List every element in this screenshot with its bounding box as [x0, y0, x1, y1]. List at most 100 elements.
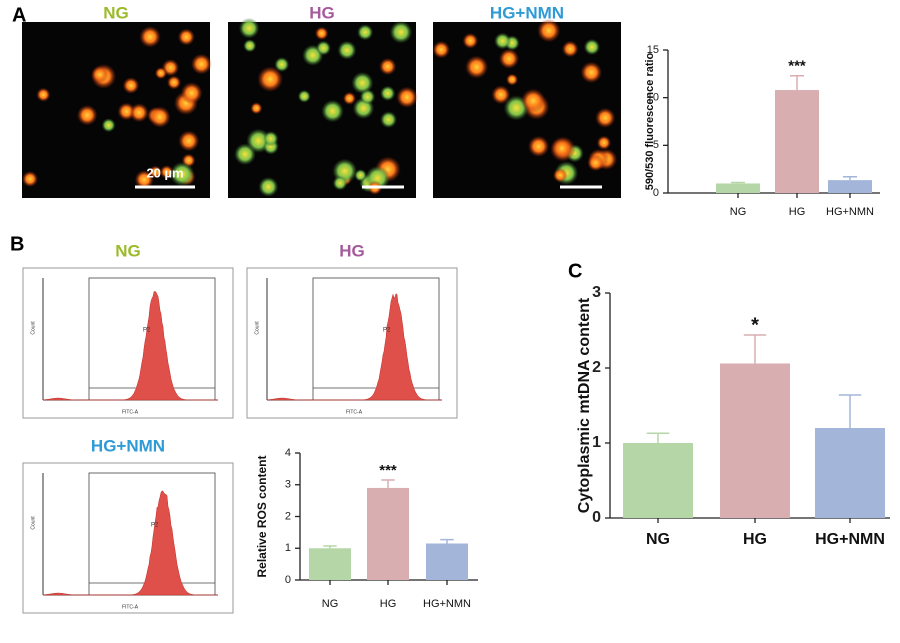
- cell: [580, 61, 603, 84]
- cell: [596, 135, 612, 150]
- x-tick-label: NG: [730, 206, 747, 218]
- y-axis-label: Relative ROS content: [255, 455, 269, 577]
- flow-histogram: [42, 490, 218, 596]
- y-tick-label: 3: [592, 284, 601, 301]
- cell: [139, 26, 161, 48]
- cell: [506, 73, 519, 86]
- cell: [297, 89, 311, 103]
- cell: [561, 40, 579, 58]
- y-tick-label: 1: [592, 434, 601, 451]
- flow-gate-label: P2: [143, 328, 151, 334]
- x-tick-label: HG+NMN: [423, 598, 471, 610]
- cell: [36, 87, 51, 102]
- cell: [321, 99, 344, 123]
- error-bar: [323, 545, 337, 549]
- bar: [815, 428, 885, 518]
- x-tick-label: HG: [789, 206, 806, 218]
- cell: [129, 103, 149, 123]
- y-axis-label: Cytoplasmic mtDNA content: [576, 297, 593, 513]
- significance: *: [751, 314, 759, 336]
- cell: [257, 66, 284, 93]
- error-bar: [730, 181, 746, 184]
- y-tick-label: 1: [285, 542, 291, 554]
- bar: [720, 363, 790, 518]
- flow-title: HG: [339, 241, 365, 260]
- error-bar: [789, 74, 805, 91]
- bar: [716, 183, 760, 193]
- cell: [465, 55, 489, 79]
- error-bar: [743, 334, 767, 364]
- x-tick-label: HG: [380, 598, 397, 610]
- flow-title: NG: [115, 241, 141, 260]
- y-tick-label: 15: [647, 44, 659, 56]
- cell: [177, 28, 195, 46]
- cell: [101, 118, 116, 133]
- bar: [623, 443, 693, 518]
- error-bar: [842, 176, 858, 181]
- cell: [337, 40, 357, 60]
- cell: [357, 24, 374, 41]
- flow-y-label: Count: [30, 321, 36, 335]
- cell: [149, 106, 171, 128]
- flow-x-label: FITC-A: [122, 604, 139, 610]
- flow-title: HG+NMN: [91, 436, 165, 455]
- flow-histogram: [266, 293, 442, 401]
- cell: [274, 57, 290, 72]
- cell: [521, 88, 546, 113]
- x-tick-label: HG+NMN: [815, 531, 885, 548]
- cell: [351, 71, 374, 95]
- y-tick-label: 2: [285, 510, 291, 522]
- cell: [180, 82, 203, 105]
- cell: [342, 91, 356, 105]
- cell: [154, 67, 167, 80]
- cell: [258, 176, 279, 197]
- cell: [91, 65, 109, 84]
- bar: [775, 90, 819, 193]
- y-tick-label: 0: [592, 509, 601, 526]
- panel-label: C: [568, 260, 582, 282]
- flow-frame: [22, 267, 234, 419]
- flow-histogram: [42, 291, 218, 401]
- y-tick-label: 3: [285, 479, 291, 491]
- flow-gate-label: P2: [151, 523, 159, 529]
- cell: [380, 111, 398, 129]
- cell: [380, 85, 396, 101]
- cell: [552, 168, 568, 183]
- error-bar: [440, 538, 454, 544]
- y-tick-label: 10: [647, 92, 659, 104]
- cell: [250, 102, 263, 115]
- cell: [595, 107, 616, 128]
- flow-x-label: FITC-A: [346, 409, 363, 415]
- cell: [190, 53, 212, 75]
- cell: [21, 170, 39, 188]
- cell: [166, 75, 182, 90]
- flow-gate-label: P2: [383, 328, 391, 334]
- y-tick-label: 2: [592, 359, 601, 376]
- cell: [462, 32, 479, 49]
- cell: [537, 18, 561, 43]
- error-bar: [381, 479, 395, 488]
- image-label: NG: [103, 3, 129, 22]
- cell: [263, 130, 279, 147]
- significance: ***: [788, 58, 806, 75]
- image-label: HG: [309, 3, 335, 22]
- cell: [432, 40, 451, 59]
- flow-y-label: Count: [30, 516, 36, 530]
- cell: [314, 26, 329, 41]
- y-tick-label: 5: [653, 139, 659, 151]
- panel-label: A: [12, 4, 26, 26]
- bar: [828, 180, 872, 193]
- cell: [178, 130, 200, 152]
- y-axis-label: 590/530 fluorescence ratio: [644, 52, 656, 190]
- cell: [583, 38, 601, 56]
- significance: ***: [379, 462, 397, 479]
- cell: [498, 48, 520, 69]
- cell: [396, 86, 418, 109]
- cell: [527, 135, 550, 158]
- panel-label: B: [10, 233, 24, 255]
- cell: [243, 39, 257, 53]
- cell: [169, 161, 195, 187]
- flow-x-label: FITC-A: [122, 409, 139, 415]
- cell: [134, 169, 154, 190]
